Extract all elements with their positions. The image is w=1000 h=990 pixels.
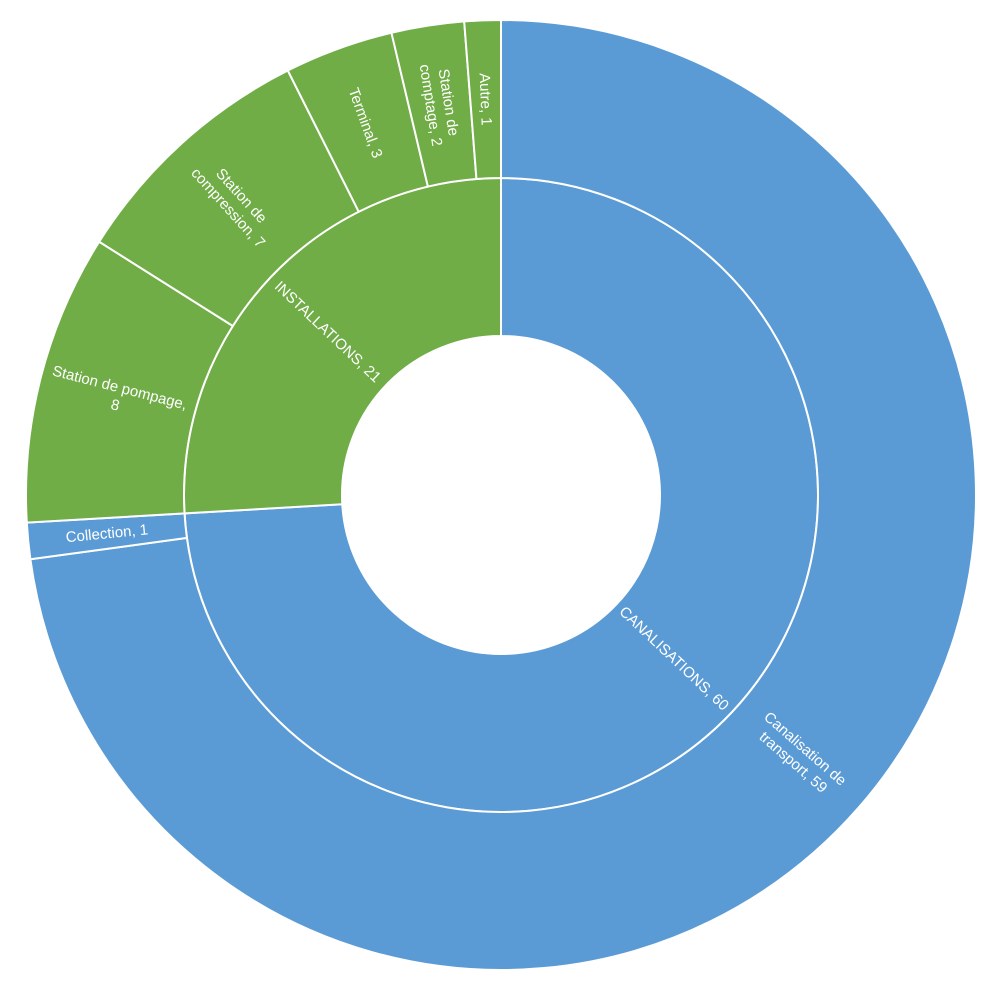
segment-canalisation-de-transport xyxy=(29,18,977,971)
label-station-de-comptage: Station decomptage, 2 xyxy=(416,60,463,147)
segment-autre xyxy=(463,18,502,181)
label-autre: Autre, 1 xyxy=(476,73,495,126)
